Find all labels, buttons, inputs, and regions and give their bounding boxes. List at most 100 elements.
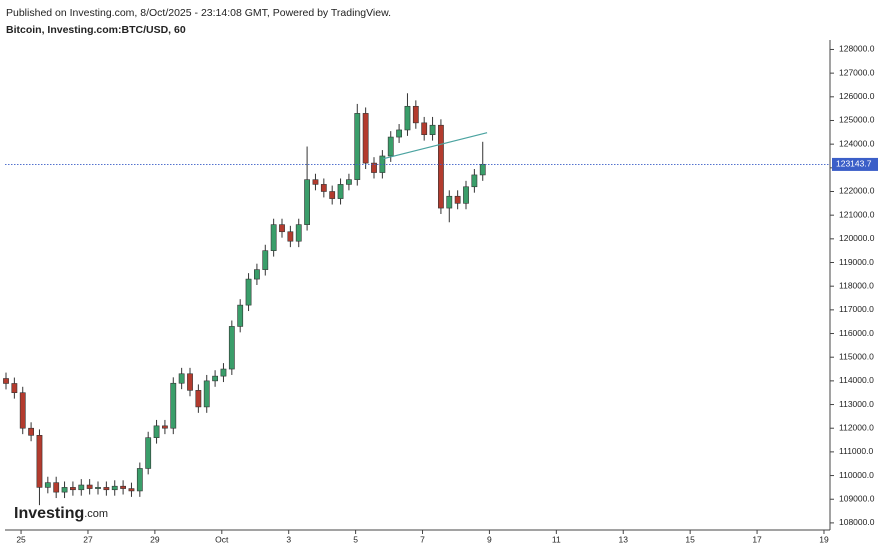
candle-body [120,485,126,489]
y-tick-label: 121000.0 [839,209,875,219]
y-tick-label: 128000.0 [839,44,875,54]
candle-body [438,124,444,209]
candle-body [11,383,18,394]
candle-body [429,124,436,135]
x-tick-label: 7 [420,534,425,544]
candle-body [479,163,486,176]
candle-body [396,129,402,138]
candle-body [287,231,294,242]
candle-body [279,224,285,233]
logo-suffix: .com [84,508,108,520]
y-tick-label: 122000.0 [839,186,875,196]
candle-body [337,184,344,199]
candle-body [220,368,227,377]
candle-body [329,191,336,199]
candle-body [203,380,210,408]
logo: Investing.com [14,505,108,522]
candle-body [95,487,101,489]
y-tick-label: 112000.0 [839,422,874,432]
candle-body [178,373,185,384]
candle-body [304,179,310,225]
candle-body [3,378,9,384]
candle-body [170,382,177,429]
y-tick-label: 119000.0 [839,257,874,267]
candle-body [212,375,218,382]
candle-body [354,113,361,180]
candle-body [262,250,269,270]
x-tick-label: 29 [150,534,160,544]
candle-body [195,390,202,408]
x-tick-label: 19 [819,534,829,544]
candle-body [346,179,352,185]
candle-body [53,482,60,493]
y-tick-label: 125000.0 [839,115,875,125]
candle-body [44,482,51,488]
candle-body [28,427,34,436]
candle-body [412,105,419,124]
candle-body [312,179,319,185]
candle-body [379,155,386,173]
candle-body [162,425,168,429]
y-tick-label: 117000.0 [839,304,874,314]
candle-body [61,487,68,493]
x-tick-label: 11 [552,534,561,544]
chart-title: Bitcoin, Investing.com:BTC/USD, 60 [6,24,186,36]
candle-body [86,484,93,489]
last-price-box [832,157,878,171]
candle-body [454,195,461,204]
y-tick-label: 115000.0 [839,351,874,361]
candle-body [111,485,118,491]
y-tick-label: 120000.0 [839,233,875,243]
x-tick-label: 15 [685,534,695,544]
candle-body [371,162,377,173]
candle-body [19,392,26,429]
y-tick-label: 109000.0 [839,493,875,503]
candle-body [463,186,469,204]
candle-body [245,278,252,306]
y-tick-label: 118000.0 [839,280,874,290]
candle-body [36,435,43,488]
y-tick-label: 126000.0 [839,91,875,101]
candle-body [145,437,152,469]
x-tick-label: 5 [353,534,358,544]
x-tick-label: 13 [619,534,629,544]
y-tick-label: 124000.0 [839,138,875,148]
candle-body [128,488,135,492]
candle-body [270,224,277,251]
candle-body [254,269,260,280]
trendline [382,132,488,160]
y-tick-label: 111000.0 [839,446,873,456]
candle-body [387,136,394,157]
x-tick-label: 25 [16,534,26,544]
candle-body [295,224,302,242]
x-tick-label: 17 [752,534,762,544]
candle-body [153,425,160,438]
candle-body [237,304,244,327]
x-tick-label: 9 [487,534,492,544]
candle-body [320,184,327,192]
y-tick-label: 108000.0 [839,517,875,527]
source-note: Published on Investing.com, 8/Oct/2025 -… [6,7,391,19]
candle-body [103,487,110,491]
candle-body [136,468,143,492]
candle-body [421,122,428,135]
candle-body [187,373,193,391]
logo-name: Investing [14,505,84,522]
x-tick-label: 3 [286,534,291,544]
x-tick-label: 27 [83,534,93,544]
candle-body [228,326,235,370]
y-tick-label: 114000.0 [839,375,874,385]
candle-body [70,487,76,491]
y-tick-label: 116000.0 [839,328,874,338]
x-tick-label: Oct [215,534,229,544]
y-tick-label: 110000.0 [839,470,874,480]
candle-body [362,113,369,164]
candle-body [446,195,453,209]
candle-body [471,174,478,188]
last-price-label: 123143.7 [836,159,872,169]
candle-body [404,105,411,131]
y-tick-label: 113000.0 [839,399,874,409]
y-tick-label: 127000.0 [839,67,875,77]
